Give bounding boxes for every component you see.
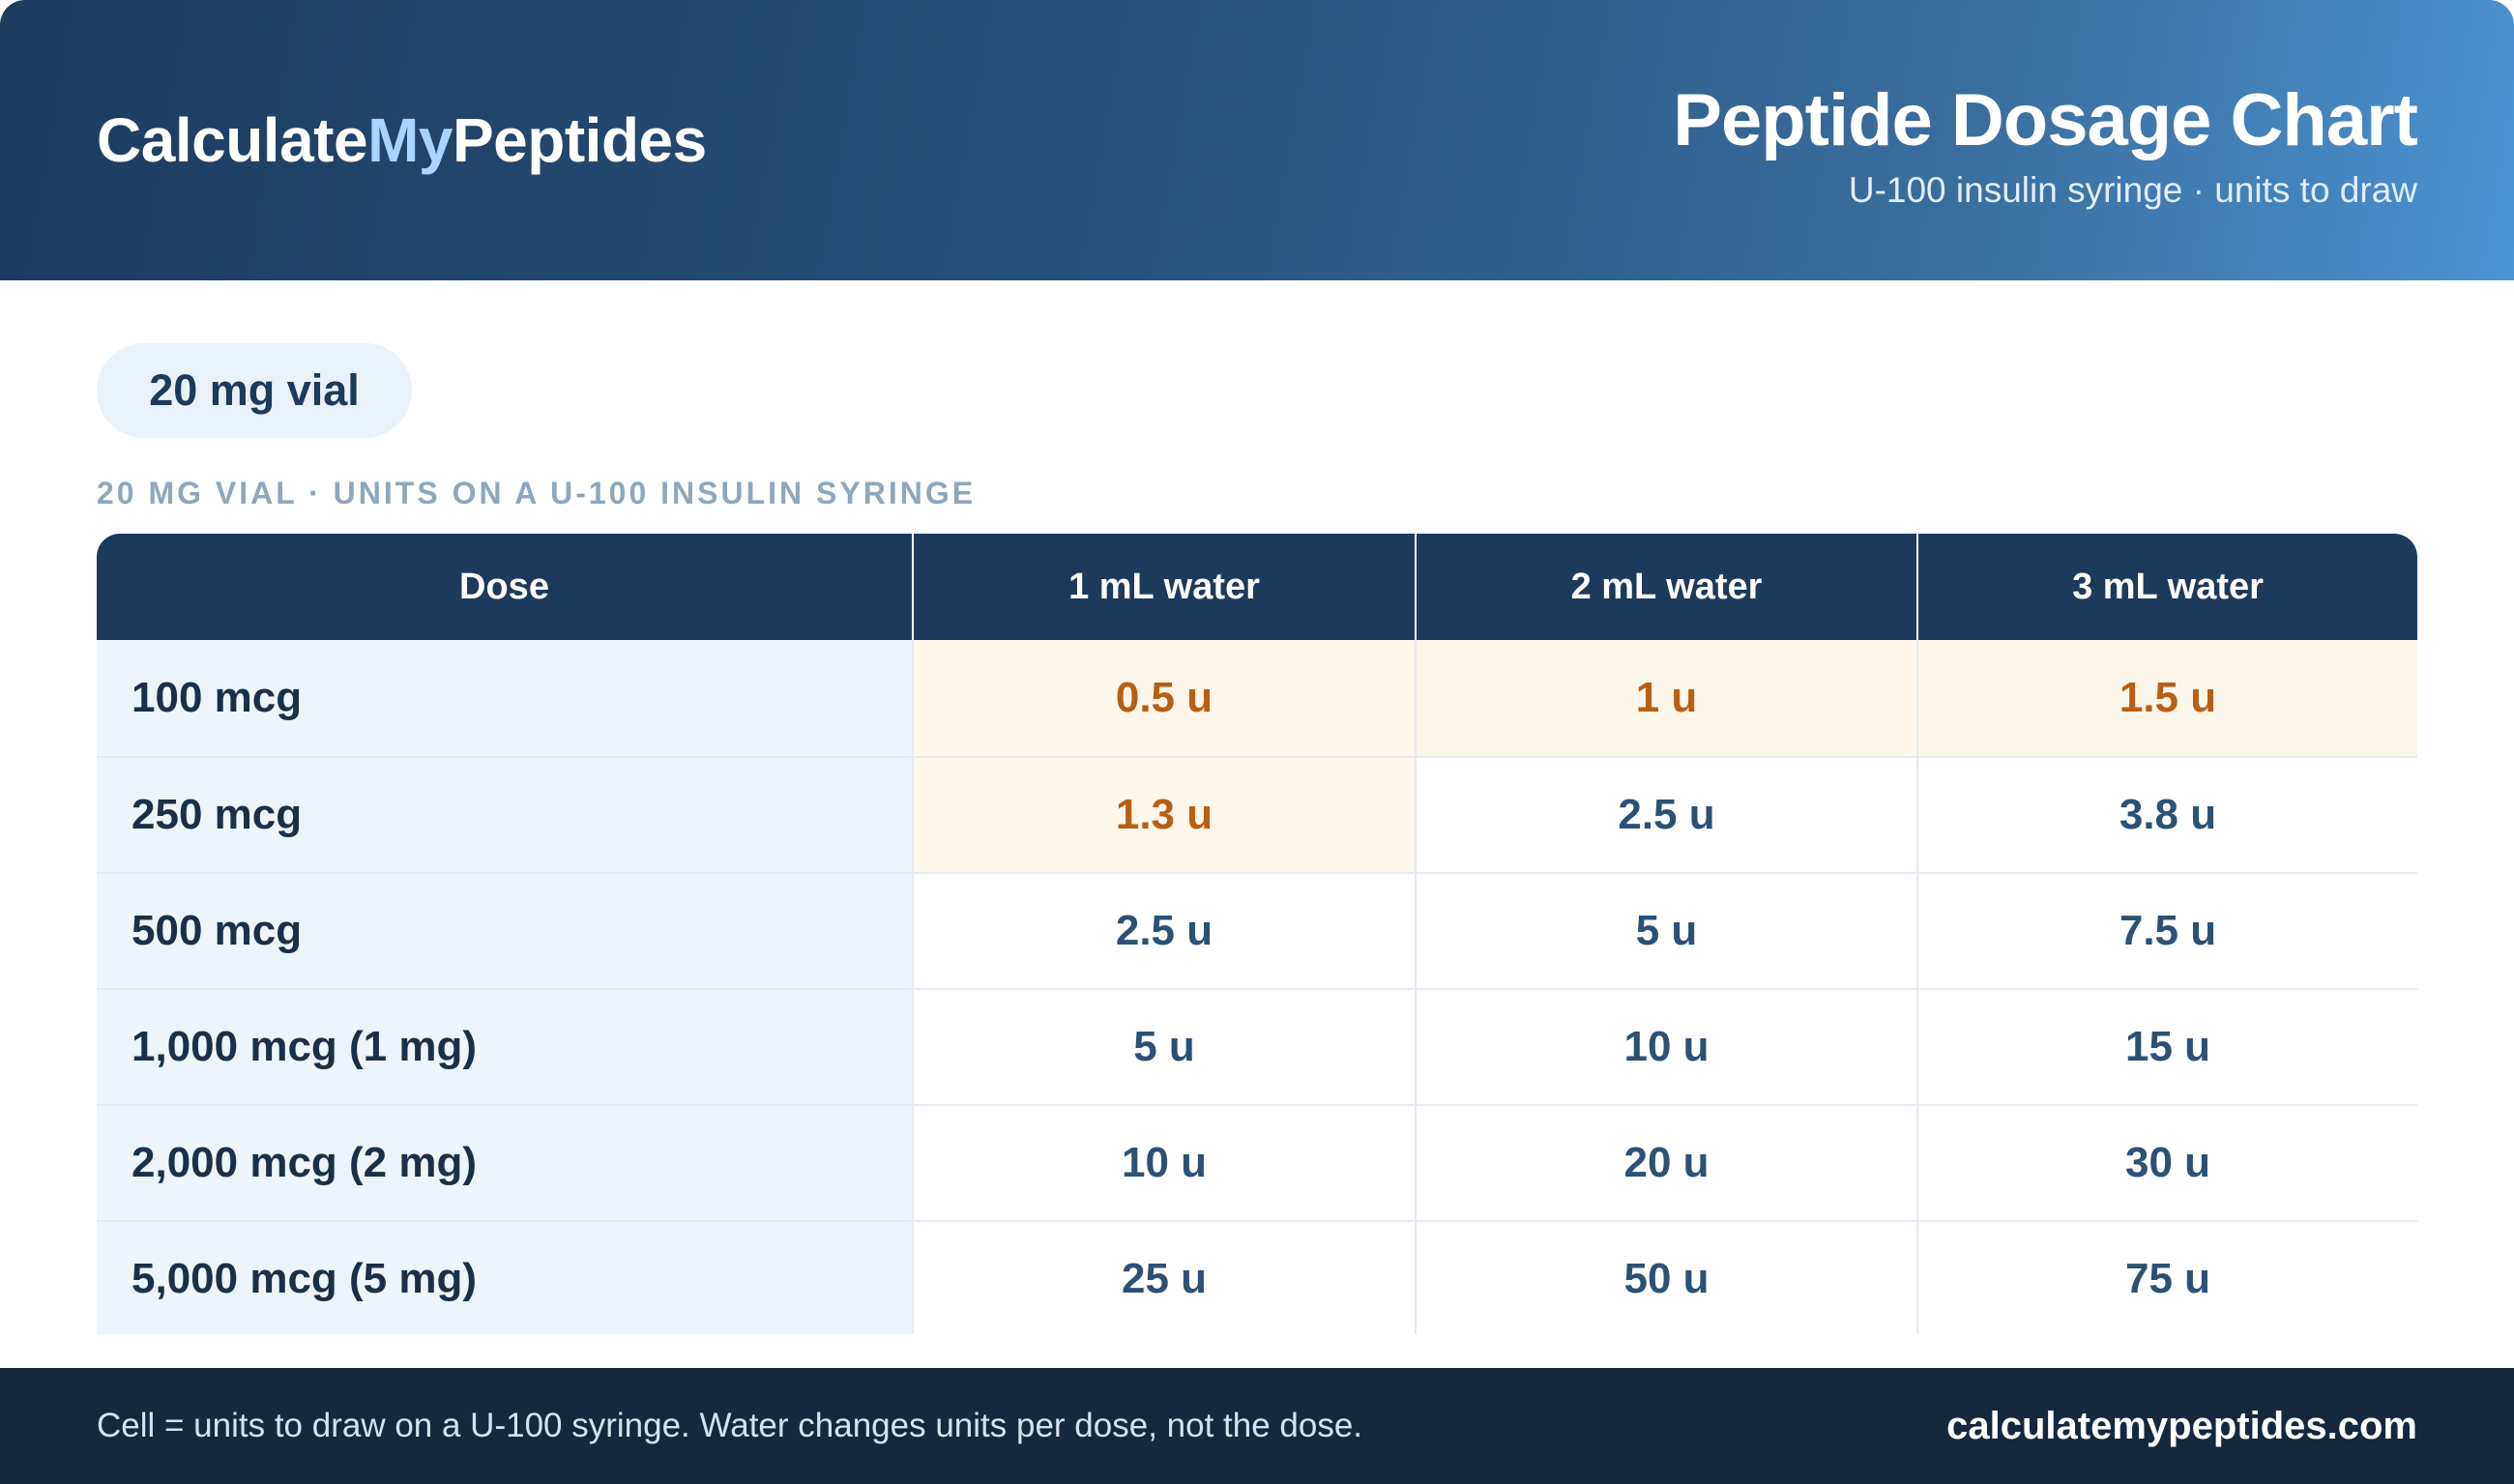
brand-text-my: My [367,105,453,175]
dose-cell: 2,000 mcg (2 mg) [97,1106,912,1220]
header-2ml-water: 2 mL water [1415,534,1916,640]
units-cell: 1 u [1415,640,1916,756]
table-row: 5,000 mcg (5 mg) 25 u 50 u 75 u [97,1220,2417,1334]
dose-cell: 500 mcg [97,874,912,988]
units-cell: 0.5 u [912,640,1415,756]
units-cell: 5 u [912,990,1415,1104]
table-row: 250 mcg 1.3 u 2.5 u 3.8 u [97,756,2417,872]
table-header-row: Dose 1 mL water 2 mL water 3 mL water [97,534,2417,640]
dose-cell: 1,000 mcg (1 mg) [97,990,912,1104]
vial-size-pill: 20 mg vial [97,343,412,438]
units-cell: 10 u [912,1106,1415,1220]
page-title: Peptide Dosage Chart [1673,79,2418,161]
units-cell: 50 u [1415,1222,1916,1334]
table-row: 2,000 mcg (2 mg) 10 u 20 u 30 u [97,1104,2417,1220]
units-cell: 25 u [912,1222,1415,1334]
units-cell: 1.5 u [1916,640,2417,756]
units-cell: 75 u [1916,1222,2417,1334]
brand-text-peptides: Peptides [452,105,707,175]
units-cell: 5 u [1415,874,1916,988]
footer-bar: Cell = units to draw on a U-100 syringe.… [0,1368,2514,1484]
brand-text-calculate: Calculate [97,105,368,175]
footer-note: Cell = units to draw on a U-100 syringe.… [97,1407,1363,1444]
page-subtitle: U-100 insulin syringe · units to draw [1848,170,2417,210]
title-block: Peptide Dosage Chart U-100 insulin syrin… [1673,77,2418,211]
units-cell: 15 u [1916,990,2417,1104]
units-cell: 10 u [1415,990,1916,1104]
dose-cell: 250 mcg [97,758,912,872]
units-cell: 30 u [1916,1106,2417,1220]
units-cell: 2.5 u [912,874,1415,988]
dosage-table: Dose 1 mL water 2 mL water 3 mL water 10… [97,534,2417,1334]
header-3ml-water: 3 mL water [1916,534,2417,640]
table-row: 100 mcg 0.5 u 1 u 1.5 u [97,640,2417,756]
dose-cell: 100 mcg [97,640,912,756]
units-cell: 2.5 u [1415,758,1916,872]
dose-cell: 5,000 mcg (5 mg) [97,1222,912,1334]
units-cell: 20 u [1415,1106,1916,1220]
units-cell: 1.3 u [912,758,1415,872]
footer-url: calculatemypeptides.com [1946,1404,2417,1447]
header-1ml-water: 1 mL water [912,534,1415,640]
header-banner: CalculateMyPeptides Peptide Dosage Chart… [0,0,2514,280]
header-dose: Dose [459,566,549,607]
table-row: 500 mcg 2.5 u 5 u 7.5 u [97,872,2417,988]
brand-logo: CalculateMyPeptides [97,104,707,176]
table-body: 100 mcg 0.5 u 1 u 1.5 u 250 mcg 1.3 u 2.… [97,640,2417,1334]
units-cell: 7.5 u [1916,874,2417,988]
units-cell: 3.8 u [1916,758,2417,872]
section-label: 20 MG VIAL · UNITS ON A U-100 INSULIN SY… [97,476,977,510]
table-row: 1,000 mcg (1 mg) 5 u 10 u 15 u [97,988,2417,1104]
